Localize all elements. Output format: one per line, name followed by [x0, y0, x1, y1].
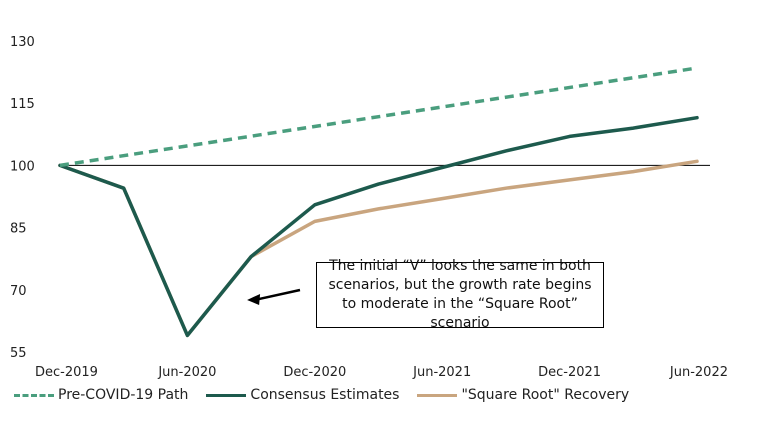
y-tick-label: 115	[10, 97, 35, 112]
legend-swatch-square-root	[417, 393, 458, 397]
legend-swatch-pre-covid	[14, 393, 54, 397]
y-tick-label: 100	[10, 159, 35, 174]
annotation-text: The initial “V” looks the same in both s…	[328, 258, 592, 331]
legend: Pre-COVID-19 Path Consensus Estimates "S…	[14, 387, 647, 403]
x-axis-tick-labels: Dec-2019 Jun-2020 Dec-2020 Jun-2021 Dec-2021…	[35, 365, 728, 380]
legend-item-pre-covid: Pre-COVID-19 Path	[14, 387, 188, 403]
x-tick-label: Dec-2019	[35, 365, 98, 380]
annotation-box: The initial “V” looks the same in both s…	[316, 258, 604, 331]
legend-swatch-consensus	[206, 393, 247, 397]
annotation-arrow-shaft	[256, 288, 301, 301]
legend-item-consensus: Consensus Estimates	[206, 387, 399, 403]
x-tick-label: Jun-2022	[669, 365, 728, 380]
annotation-arrow-head	[247, 293, 261, 305]
y-tick-label: 55	[10, 346, 27, 361]
series-lines	[58, 66, 699, 338]
legend-item-square-root: "Square Root" Recovery	[417, 387, 629, 403]
series-line-consensus	[58, 115, 699, 338]
legend-label-square-root: "Square Root" Recovery	[461, 387, 630, 403]
x-tick-label: Dec-2021	[538, 365, 601, 380]
y-tick-label: 130	[10, 35, 35, 50]
legend-label-pre-covid: Pre-COVID-19 Path	[58, 387, 189, 403]
series-line-pre-covid	[59, 66, 698, 168]
y-axis-tick-labels: 55 70 85 100 115 130	[10, 35, 35, 361]
y-tick-label: 70	[10, 284, 27, 299]
x-tick-label: Jun-2020	[157, 365, 216, 380]
y-tick-label: 85	[10, 222, 27, 237]
legend-label-consensus: Consensus Estimates	[250, 387, 400, 403]
x-tick-label: Jun-2021	[412, 365, 471, 380]
annotation-arrow	[247, 288, 301, 305]
x-tick-label: Dec-2020	[283, 365, 346, 380]
